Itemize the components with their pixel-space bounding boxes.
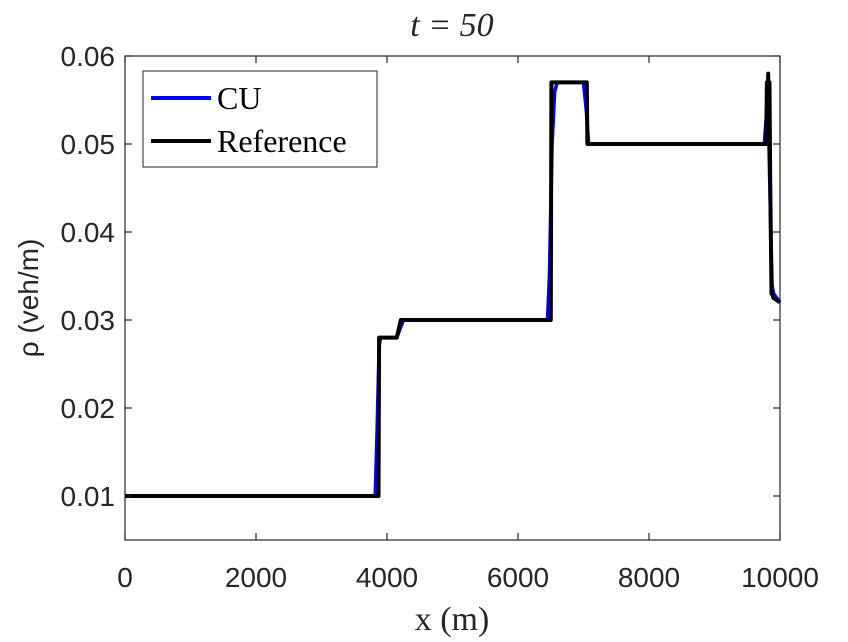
x-axis-ticks: 0 2000 4000 6000 8000 10000 bbox=[117, 56, 819, 593]
x-tick-label: 2000 bbox=[225, 562, 287, 593]
y-axis-ticks: 0.01 0.02 0.03 0.04 0.05 0.06 bbox=[61, 41, 780, 512]
chart-title: t = 50 bbox=[410, 7, 493, 44]
x-axis-label: x (m) bbox=[415, 601, 490, 638]
y-tick-label: 0.02 bbox=[61, 393, 116, 424]
x-tick-label: 10000 bbox=[741, 562, 819, 593]
y-tick-label: 0.03 bbox=[61, 305, 116, 336]
series-line-reference bbox=[125, 71, 782, 498]
legend: CU Reference bbox=[142, 70, 378, 168]
legend-label-reference: Reference bbox=[217, 123, 347, 159]
y-axis-label: ρ (veh/m) bbox=[13, 239, 44, 358]
x-tick-label: 0 bbox=[117, 562, 133, 593]
y-tick-label: 0.05 bbox=[61, 129, 116, 160]
series-layer bbox=[125, 71, 782, 498]
legend-box bbox=[142, 70, 378, 168]
legend-label-cu: CU bbox=[217, 80, 261, 116]
x-tick-label: 8000 bbox=[618, 562, 680, 593]
y-tick-label: 0.06 bbox=[61, 41, 116, 72]
y-tick-label: 0.01 bbox=[61, 481, 116, 512]
y-tick-label: 0.04 bbox=[61, 217, 116, 248]
x-tick-label: 6000 bbox=[487, 562, 549, 593]
x-tick-label: 4000 bbox=[356, 562, 418, 593]
